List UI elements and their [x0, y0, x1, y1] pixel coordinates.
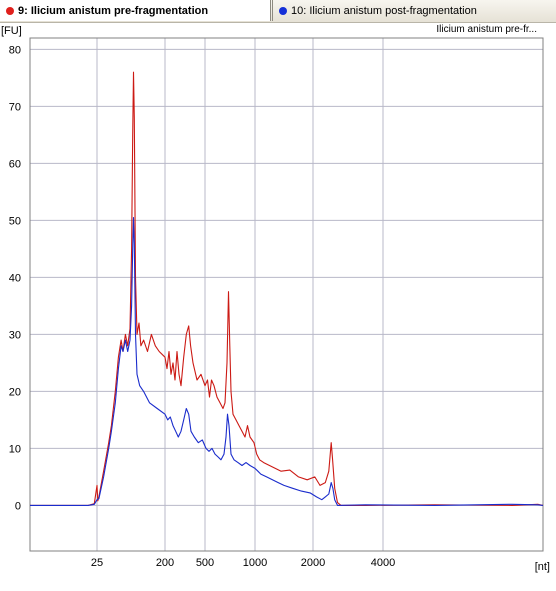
red-dot-icon: [6, 6, 14, 15]
y-axis: 0 10 20 30 40 50 60 70 80: [9, 44, 21, 512]
y-tick-label: 50: [9, 215, 21, 227]
y-tick-label: 60: [9, 158, 21, 170]
chart-svg: 0 10 20 30 40 50 60 70 80 25 200 500 1000 2000 4000 […: [1, 24, 550, 573]
series-lines: [30, 71, 544, 506]
blue-dot-icon: [279, 6, 287, 15]
tab-label: 10: Ilicium anistum post-fragmentation: [291, 4, 477, 17]
x-tick-label: 25: [91, 557, 103, 569]
x-tick-label: 200: [156, 557, 174, 569]
series-line-pre-fragmentation: [30, 71, 544, 506]
chart-title: Ilicium anistum pre-fr...: [436, 24, 537, 35]
grid-lines: [30, 38, 543, 551]
x-axis: 25 200 500 1000 2000 4000: [91, 557, 395, 569]
y-tick-label: 20: [9, 386, 21, 398]
tab-sample-10[interactable]: 10: Ilicium anistum post-fragmentation: [272, 0, 556, 21]
y-tick-label: 70: [9, 101, 21, 113]
y-tick-label: 40: [9, 272, 21, 284]
x-tick-label: 4000: [371, 557, 395, 569]
x-tick-label: 1000: [243, 557, 267, 569]
tab-sample-9[interactable]: 9: Ilicium anistum pre-fragmentation: [0, 0, 271, 21]
x-tick-label: 500: [196, 557, 214, 569]
electropherogram-chart: 0 10 20 30 40 50 60 70 80 25 200 500 1000 2000 4000 […: [0, 22, 556, 586]
y-tick-label: 30: [9, 329, 21, 341]
series-line-post-fragmentation: [30, 217, 544, 506]
y-axis-label: [FU]: [1, 25, 22, 37]
y-tick-label: 80: [9, 44, 21, 56]
y-tick-label: 10: [9, 443, 21, 455]
y-tick-label: 0: [15, 500, 21, 512]
plot-frame: [29, 37, 544, 552]
tab-label: 9: Ilicium anistum pre-fragmentation: [18, 4, 209, 17]
x-tick-label: 2000: [301, 557, 325, 569]
sample-tab-bar: 9: Ilicium anistum pre-fragmentation 10:…: [0, 0, 556, 23]
x-axis-label: [nt]: [535, 561, 550, 573]
